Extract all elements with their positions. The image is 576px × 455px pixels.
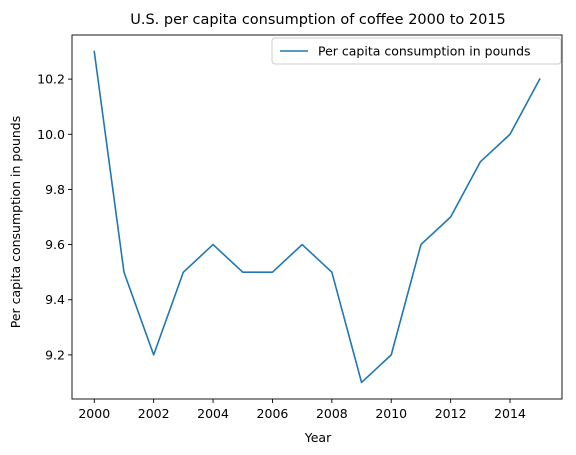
x-tick-label: 2000 <box>78 406 110 421</box>
plot-area: 2000 2002 2004 2006 2008 2010 2012 2014 9.2 9.4 9.… <box>37 34 563 421</box>
legend: Per capita consumption in pounds <box>271 37 562 65</box>
y-tick-label: 9.4 <box>45 292 65 307</box>
x-tick-label: 2014 <box>494 406 526 421</box>
y-tick-label: 10.0 <box>37 127 65 142</box>
chart-title: U.S. per capita consumption of coffee 20… <box>130 12 506 28</box>
x-tick-label: 2004 <box>197 406 229 421</box>
x-tick-label: 2010 <box>375 406 407 421</box>
y-tick-label: 10.2 <box>37 72 65 87</box>
y-tick-label: 9.6 <box>45 237 65 252</box>
x-tick-label: 2002 <box>138 406 170 421</box>
x-tick-label: 2006 <box>257 406 289 421</box>
y-tick-label: 9.8 <box>45 182 65 197</box>
legend-series-label: Per capita consumption in pounds <box>318 44 531 59</box>
x-axis-label: Year <box>304 430 332 445</box>
x-tick-label: 2008 <box>316 406 348 421</box>
axes-frame <box>71 34 563 400</box>
legend-box <box>271 37 562 65</box>
y-axis-label: Per capita consumption in pounds <box>8 116 23 329</box>
y-tick-label: 9.2 <box>45 347 65 362</box>
series-line-0 <box>93 50 541 384</box>
x-tick-label: 2012 <box>435 406 467 421</box>
